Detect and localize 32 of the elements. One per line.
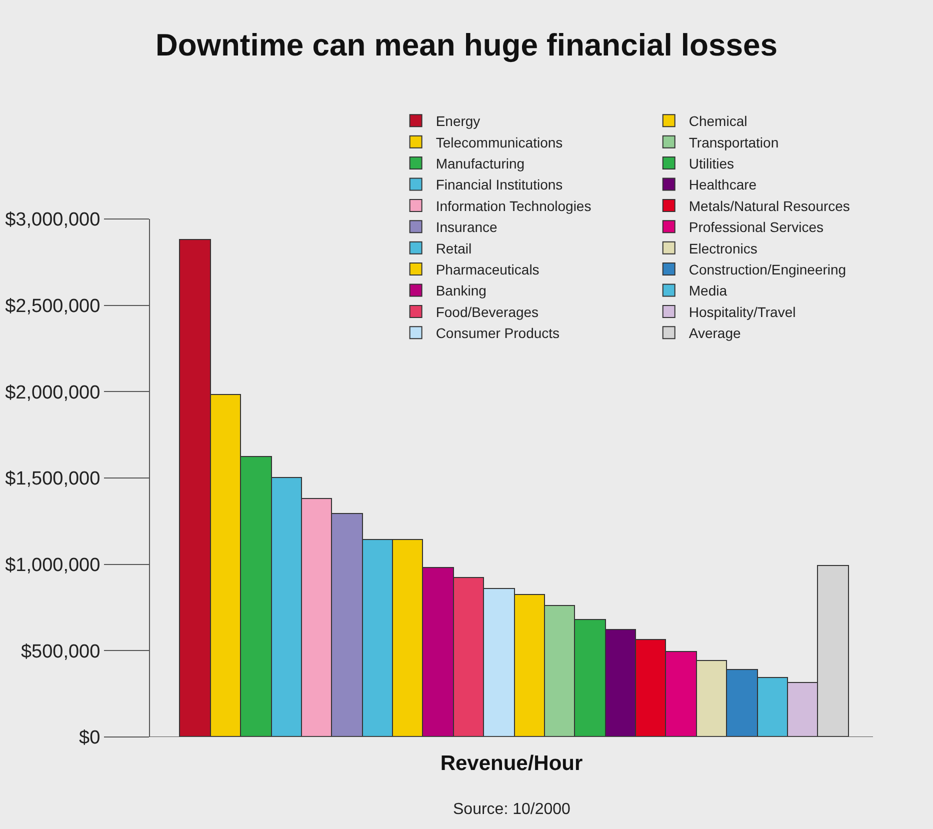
y-tick-label: $3,000,000 bbox=[5, 210, 100, 231]
legend-label: Media bbox=[688, 282, 728, 299]
chart-title: Downtime can mean huge financial losses bbox=[156, 28, 778, 63]
y-tick-label: $1,500,000 bbox=[5, 468, 100, 490]
legend-label: Healthcare bbox=[688, 176, 757, 193]
legend-label: Professional Services bbox=[688, 219, 824, 236]
legend-label: Transportation bbox=[688, 134, 779, 150]
y-tick-label: $0 bbox=[79, 728, 100, 749]
legend-label: Average bbox=[688, 325, 741, 342]
legend-label: Construction/Engineering bbox=[688, 262, 846, 278]
legend-label: Utilities bbox=[688, 156, 734, 172]
legend-label: Consumer Products bbox=[436, 325, 560, 342]
legend-label: Hospitality/Travel bbox=[688, 304, 796, 320]
legend-label: Energy bbox=[436, 113, 480, 130]
legend-label: Manufacturing bbox=[436, 156, 525, 172]
legend-label: Insurance bbox=[436, 219, 498, 236]
legend-label: Electronics bbox=[688, 240, 758, 256]
legend-label: Metals/Natural Resources bbox=[688, 198, 850, 214]
legend-label: Retail bbox=[436, 240, 472, 256]
legend-label: Information Technologies bbox=[436, 198, 592, 214]
y-tick-label: $2,000,000 bbox=[5, 382, 100, 404]
legend-label: Food/Beverages bbox=[436, 304, 539, 320]
y-tick-label: $500,000 bbox=[20, 641, 100, 662]
legend-label: Telecommunications bbox=[436, 134, 563, 150]
x-axis-title: Revenue/Hour bbox=[440, 752, 583, 776]
y-tick-label: $2,500,000 bbox=[5, 296, 100, 317]
legend-label: Banking bbox=[436, 282, 486, 299]
source-note: Source: 10/2000 bbox=[453, 801, 571, 818]
legend-label: Financial Institutions bbox=[436, 176, 563, 193]
legend-label: Chemical bbox=[688, 113, 748, 130]
y-tick-label: $1,000,000 bbox=[5, 554, 100, 576]
legend-label: Pharmaceuticals bbox=[436, 262, 540, 278]
